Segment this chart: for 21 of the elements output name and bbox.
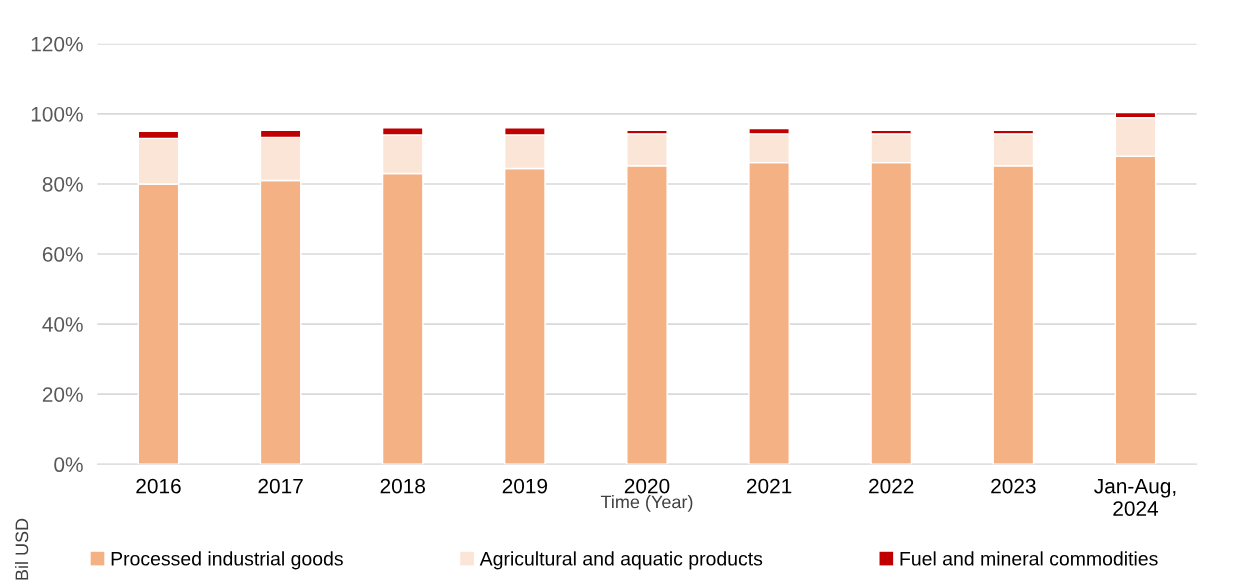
legend-label: Processed industrial goods — [111, 551, 343, 570]
x-tick-label: 2018 — [380, 478, 425, 494]
y-tick-label: 0% — [54, 457, 83, 473]
x-tick-label: 2022 — [869, 478, 914, 494]
y-tick-label: 100% — [31, 106, 83, 122]
x-tick-label: 2019 — [502, 478, 548, 494]
x-tick-label: 2021 — [746, 478, 792, 494]
y-tick-label: 80% — [42, 176, 83, 192]
legend-label: Agricultural and aquatic products — [479, 551, 763, 570]
y-axis-title: Bil USD — [14, 518, 29, 580]
x-tick-label: 2016 — [136, 478, 181, 494]
y-tick-label: 120% — [31, 36, 83, 52]
y-tick-label: 60% — [42, 247, 83, 262]
y-tick-label: 40% — [42, 317, 83, 332]
x-axis-title: Time (Year) — [600, 495, 693, 512]
x-tick-label: 2020 — [624, 478, 670, 494]
x-tick-label: Jan-Aug, 2024 — [1094, 478, 1176, 516]
legend-label: Fuel and mineral commodities — [900, 551, 1158, 566]
x-tick-label: 2023 — [991, 478, 1036, 494]
x-tick-label: 2017 — [258, 478, 303, 494]
y-tick-label: 20% — [42, 387, 83, 402]
